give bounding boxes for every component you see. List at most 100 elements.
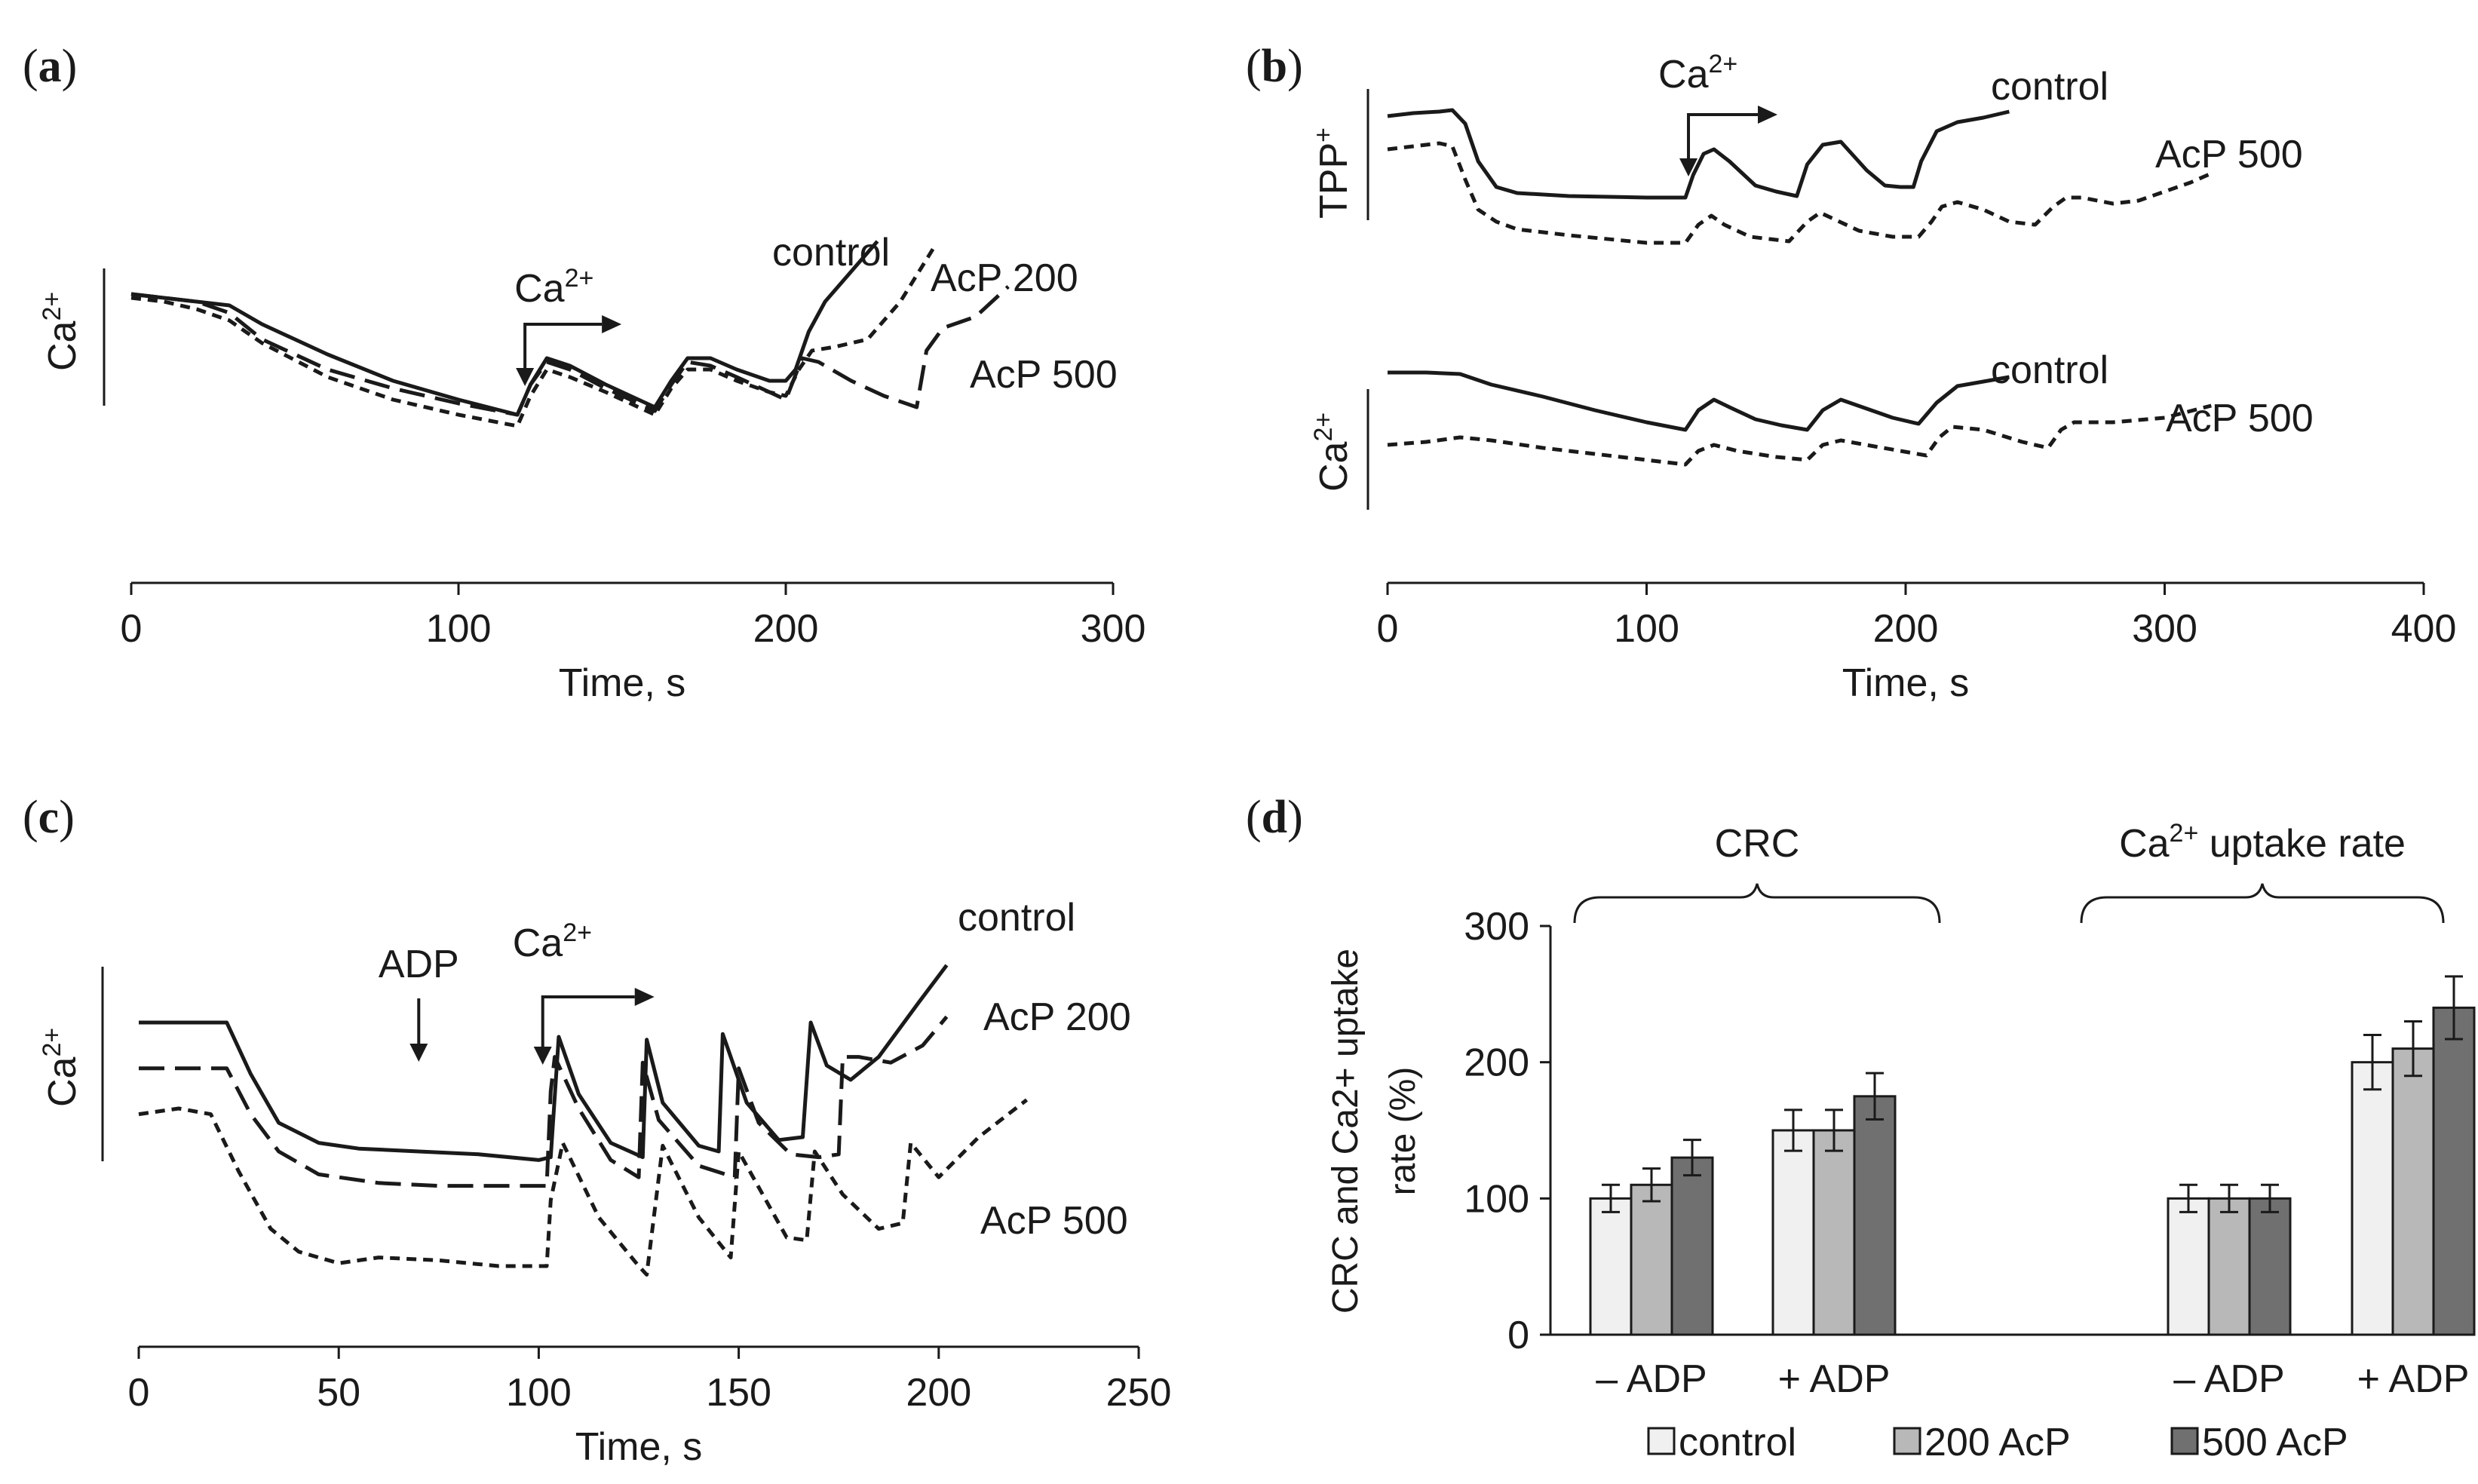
c-ca-arrow-line	[541, 995, 635, 1047]
c-x-tick-label-250: 250	[1106, 1371, 1172, 1415]
c-y-axis-title: Ca2+	[38, 1028, 84, 1107]
c-x-tick-label-200: 200	[906, 1371, 971, 1415]
b-bottom-series-acp-500	[1387, 403, 2212, 467]
a-ca-annotation: Ca2+	[514, 264, 593, 311]
panel-label-c: (c)	[23, 792, 75, 843]
d-legend-label-200-acp: 200 AcP	[1924, 1421, 2071, 1464]
b-x-axis-title: Time, s	[1842, 661, 1970, 705]
a-ca-arrow-head-right	[602, 315, 622, 333]
b-ca-arrow-line	[1687, 113, 1759, 158]
d-group-brace-1	[2080, 883, 2445, 924]
d-bar-500-acp-2	[2248, 1197, 2292, 1336]
b-bottom-y-axis-title: Ca2+	[1309, 412, 1356, 492]
d-bar-control-2	[2167, 1197, 2210, 1336]
a-x-tick-label-0: 0	[121, 607, 143, 651]
d-bar-500-acp-3	[2432, 1006, 2476, 1336]
d-errorbar-control-3	[2363, 1034, 2381, 1091]
b-bottom-label-acp-500: AcP 500	[2166, 397, 2314, 440]
b-x-tick-label-300: 300	[2132, 607, 2197, 651]
c-adp-arrow-head	[409, 1044, 428, 1062]
b-top-label-acp-500: AcP 500	[2155, 133, 2303, 176]
panel-d: 0 100 200 300 CRC and Ca2+ uptake rate (%) – A…	[1326, 819, 2476, 1464]
d-bar-control-0	[1589, 1197, 1633, 1336]
d-bar-200-acp-2	[2207, 1197, 2251, 1336]
b-x-tick-label-100: 100	[1614, 607, 1679, 651]
d-errorbar-200-acp-3	[2404, 1019, 2422, 1078]
a-series-control	[130, 240, 879, 417]
panel-a: Ca2+ 0 100 200 300 Time, s control AcP 200 AcP 5…	[38, 231, 1145, 705]
c-series-acp-500	[138, 1098, 1029, 1277]
c-x-tick-label-0: 0	[128, 1371, 150, 1415]
d-bar-control-1	[1771, 1129, 1815, 1336]
d-y-tick-label-300: 300	[1464, 905, 1529, 949]
b-top-label-control: control	[1991, 65, 2108, 109]
d-errorbar-control-2	[2179, 1183, 2197, 1213]
b-top-series-control	[1387, 108, 2010, 200]
d-y-axis-title-line2: rate (%)	[1383, 1067, 1423, 1196]
d-bar-500-acp-1	[1853, 1095, 1897, 1336]
d-legend-swatch-200-acp	[1893, 1427, 1921, 1455]
c-x-axis-title: Time, s	[575, 1425, 703, 1469]
c-x-tick-label-50: 50	[317, 1371, 360, 1415]
b-ca-annotation: Ca2+	[1658, 50, 1737, 97]
panel-label-b: (b)	[1246, 41, 1303, 92]
d-group-label-0: CRC	[1715, 822, 1800, 866]
c-ca-annotation: Ca2+	[513, 918, 592, 965]
a-ca-arrow-head-down	[516, 368, 535, 386]
c-x-tick-label-100: 100	[506, 1371, 572, 1415]
a-series-acp-500	[130, 285, 1010, 417]
b-top-series-acp-500	[1387, 141, 2213, 245]
a-ca-arrow-line	[523, 323, 603, 368]
a-x-tick-label-200: 200	[753, 607, 819, 651]
a-x-axis-title: Time, s	[559, 661, 686, 705]
d-bar-500-acp-0	[1670, 1156, 1714, 1336]
d-bar-control-3	[2351, 1061, 2394, 1336]
d-legend-label-control: control	[1679, 1421, 1796, 1464]
d-errorbar-500-acp-3	[2445, 975, 2463, 1041]
d-errorbar-500-acp-1	[1866, 1072, 1884, 1121]
b-x-tick-label-400: 400	[2391, 607, 2457, 651]
panel-label-d: (d)	[1246, 792, 1303, 843]
d-category-label-2: – ADP	[2173, 1357, 2284, 1401]
panel-label-a: (a)	[23, 41, 77, 92]
b-ca-arrow-head-down	[1679, 158, 1698, 176]
d-errorbar-control-1	[1784, 1108, 1802, 1152]
d-category-label-1: + ADP	[1778, 1357, 1891, 1401]
c-label-acp-500: AcP 500	[980, 1199, 1128, 1243]
a-label-control: control	[772, 231, 890, 274]
d-bar-200-acp-1	[1812, 1129, 1856, 1336]
c-x-tick-label-150: 150	[706, 1371, 771, 1415]
d-y-tick-label-200: 200	[1464, 1041, 1529, 1085]
a-y-axis-title: Ca2+	[38, 292, 84, 371]
b-bottom-series-control	[1388, 370, 2010, 432]
d-errorbar-200-acp-0	[1642, 1167, 1661, 1203]
c-ca-arrow-head-right	[634, 988, 655, 1006]
d-y-tick-label-0: 0	[1507, 1314, 1529, 1357]
c-ca-arrow-head-down	[533, 1047, 552, 1065]
c-series-acp-200	[139, 1015, 949, 1188]
d-category-label-0: – ADP	[1596, 1357, 1707, 1401]
d-errorbar-500-acp-0	[1683, 1139, 1701, 1177]
a-label-acp-200: AcP 200	[931, 256, 1078, 300]
d-errorbar-control-0	[1602, 1183, 1620, 1213]
d-errorbar-200-acp-1	[1825, 1108, 1843, 1152]
b-top-y-axis-title: TPP+	[1309, 127, 1356, 219]
d-category-label-3: + ADP	[2357, 1357, 2470, 1401]
c-series-control	[139, 964, 949, 1162]
b-x-tick-label-0: 0	[1377, 607, 1399, 651]
d-legend-swatch-control	[1647, 1427, 1676, 1455]
d-group-brace-0	[1573, 883, 1941, 924]
d-y-tick-label-100: 100	[1464, 1177, 1529, 1221]
d-group-label-1: Ca2+ uptake rate	[2119, 819, 2406, 866]
b-x-tick-label-200: 200	[1873, 607, 1939, 651]
b-ca-arrow-head-right	[1758, 106, 1778, 124]
d-errorbar-200-acp-2	[2220, 1183, 2238, 1213]
c-adp-annotation: ADP	[379, 943, 459, 986]
panel-c: Ca2+ 0 50 100 150 200 250 Time, s control AcP 200…	[38, 896, 1171, 1469]
panel-b: 0 100 200 300 400 Time, s TPP+ control AcP 500 Ca…	[1309, 50, 2456, 705]
a-x-tick-label-300: 300	[1081, 607, 1146, 651]
d-errorbar-500-acp-2	[2261, 1183, 2279, 1213]
c-label-control: control	[958, 896, 1075, 940]
c-label-acp-200: AcP 200	[983, 995, 1131, 1039]
